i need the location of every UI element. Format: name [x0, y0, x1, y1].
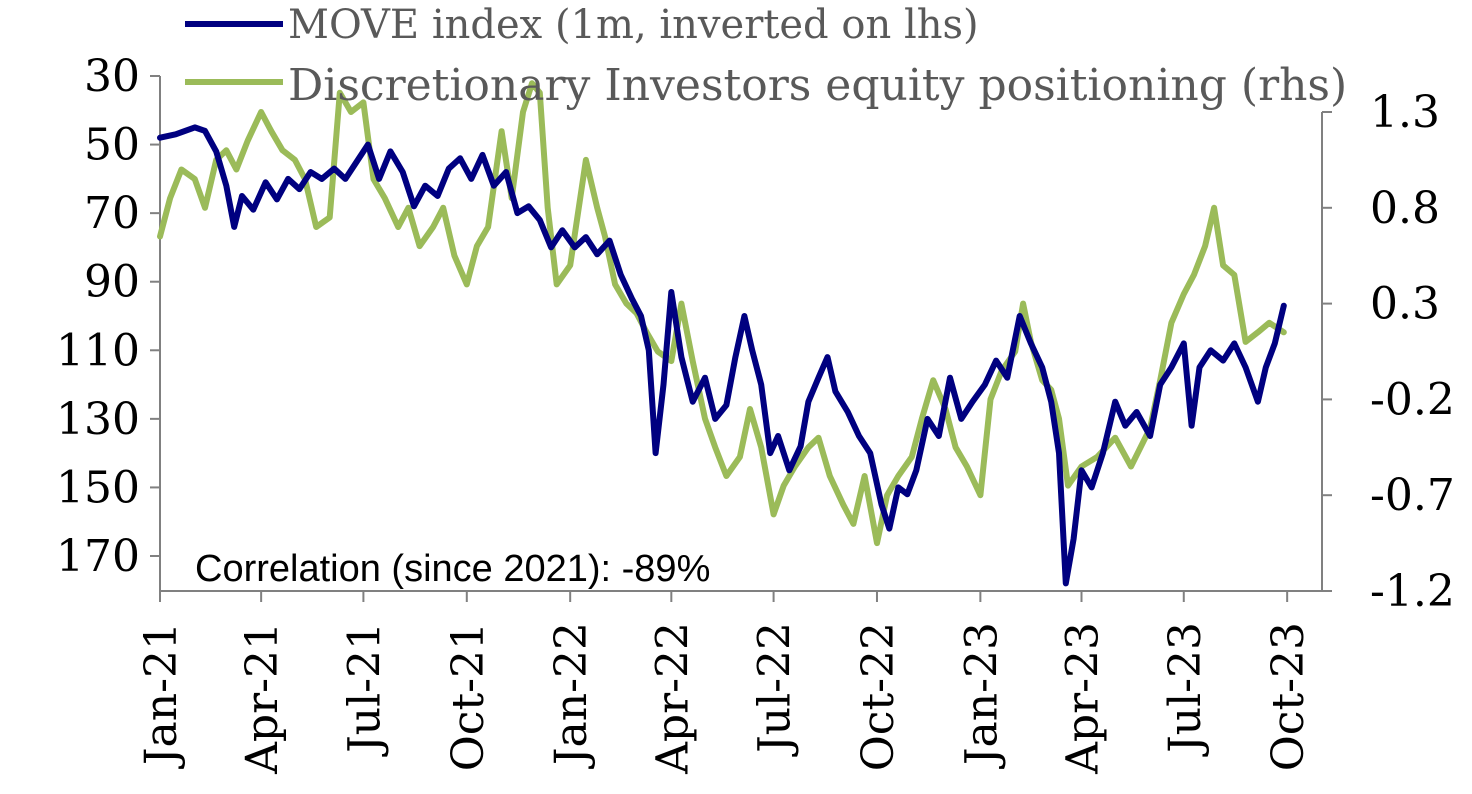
- x-tick-label: Jan-21: [136, 622, 187, 769]
- x-tick-label: Apr-21: [237, 622, 288, 775]
- right-tick-label: 0.3: [1370, 279, 1440, 330]
- right-y-axis-ticks: 1.3 0.8 0.3 -0.2 -0.7 -1.2: [1322, 87, 1455, 617]
- left-tick-label: 30: [84, 51, 140, 102]
- right-tick-label: 1.3: [1370, 87, 1440, 138]
- left-tick-label: 150: [56, 462, 140, 513]
- x-tick-label: Jul-22: [750, 622, 801, 757]
- x-tick-label: Oct-21: [443, 622, 494, 771]
- x-tick-label: Apr-23: [1058, 622, 1109, 775]
- left-tick-label: 50: [84, 120, 140, 171]
- right-tick-label: -0.2: [1370, 374, 1455, 425]
- legend-label-positioning: Discretionary Investors equity positioni…: [288, 60, 1347, 111]
- legend: MOVE index (1m, inverted on lhs) Discret…: [185, 2, 1347, 111]
- right-tick-label: 0.8: [1370, 183, 1440, 234]
- x-axis-ticks: Jan-21 Apr-21 Jul-21 Oct-21 Jan-22 Apr-22 Jul-…: [136, 591, 1314, 775]
- right-tick-label: -1.2: [1370, 566, 1455, 617]
- correlation-annotation: Correlation (since 2021): -89%: [195, 548, 710, 590]
- x-tick-label: Apr-22: [647, 622, 698, 775]
- left-tick-label: 110: [56, 325, 140, 376]
- series-line-discretionary-positioning: [157, 80, 1287, 547]
- x-tick-label: Jul-23: [1160, 622, 1211, 757]
- x-tick-label: Oct-23: [1263, 622, 1314, 771]
- right-tick-label: -0.7: [1370, 470, 1455, 521]
- x-tick-label: Jan-23: [956, 622, 1007, 769]
- left-tick-label: 90: [84, 257, 140, 308]
- left-tick-label: 70: [84, 188, 140, 239]
- series-line-move-index: [157, 124, 1287, 587]
- x-tick-label: Jul-21: [339, 622, 390, 757]
- left-tick-label: 170: [56, 531, 140, 582]
- legend-label-move: MOVE index (1m, inverted on lhs): [288, 2, 979, 48]
- x-tick-label: Oct-22: [853, 622, 904, 771]
- left-tick-label: 130: [56, 394, 140, 445]
- x-tick-label: Jan-22: [546, 622, 597, 769]
- left-y-axis-ticks: 30 50 70 90 110 130 150 170: [56, 51, 160, 582]
